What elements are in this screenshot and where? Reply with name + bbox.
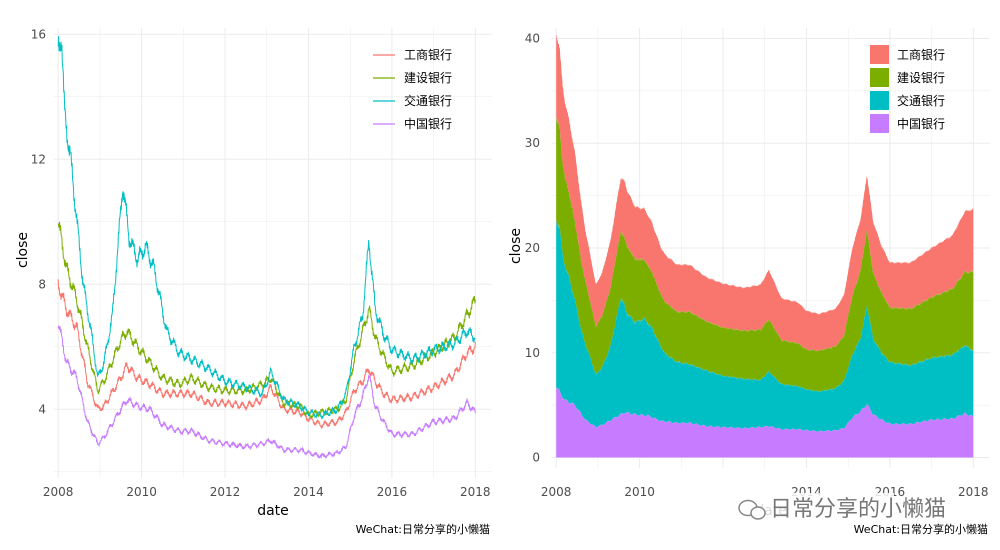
legend-label: 工商银行: [404, 47, 452, 62]
area-layer-0: [556, 35, 974, 352]
y-tick-label: 40: [525, 31, 540, 45]
wechat-icon: [738, 499, 766, 520]
legend-label: 建设银行: [897, 71, 945, 85]
x-tick-label: 2008: [541, 485, 572, 499]
legend-label: 交通银行: [404, 93, 452, 108]
x-tick-label: 2016: [377, 485, 408, 499]
x-tick-label: 2010: [624, 485, 655, 499]
x-tick-label: 2012: [210, 485, 241, 499]
series-line-0: [57, 279, 476, 429]
y-tick-label: 4: [38, 402, 46, 416]
legend-label: 建设银行: [404, 71, 452, 85]
x-tick-label: 2014: [293, 485, 324, 499]
legend-label: 中国银行: [404, 116, 452, 131]
area-layer-3: [556, 387, 974, 458]
x-tick-label: 2018: [958, 485, 989, 499]
series-line-1: [57, 221, 476, 419]
y-axis-title: close: [508, 228, 524, 264]
y-tick-label: 12: [31, 152, 46, 166]
x-tick-label: 2018: [460, 485, 491, 499]
legend-label: 工商银行: [897, 47, 945, 62]
caption: WeChat:日常分享的小懒猫: [356, 522, 490, 536]
legend-key-3: [870, 114, 889, 133]
grid: [54, 28, 492, 478]
series-line-3: [57, 325, 476, 459]
y-tick-label: 10: [525, 346, 540, 360]
y-tick-label: 0: [532, 451, 540, 465]
legend-key-0: [870, 45, 889, 64]
wechat-icon-bubble: [750, 506, 766, 520]
y-tick-label: 8: [38, 277, 46, 291]
area-layer-1: [556, 117, 974, 393]
watermark-text: 日常分享的小懒猫: [770, 497, 946, 522]
y-tick-label: 16: [31, 27, 46, 41]
legend-label: 中国银行: [897, 116, 945, 131]
x-axis-title: date: [257, 503, 289, 519]
caption: WeChat:日常分享的小懒猫: [854, 522, 988, 536]
legend-key-1: [870, 68, 889, 87]
series-line-2: [57, 36, 476, 420]
y-axis-title: close: [15, 232, 31, 268]
y-tick-label: 30: [525, 136, 540, 150]
line-chart: 2008 2010 2012 2014 2016 2018 4 8 12 16 date close 工…: [15, 27, 492, 536]
x-tick-label: 2008: [43, 485, 74, 499]
x-tick-label: 2010: [126, 485, 157, 499]
area-layer-2: [556, 220, 974, 432]
watermark: 日常分享的小懒猫: [736, 493, 946, 522]
legend-key-2: [870, 91, 889, 110]
y-tick-label: 20: [525, 241, 540, 255]
legend-label: 交通银行: [897, 93, 945, 108]
